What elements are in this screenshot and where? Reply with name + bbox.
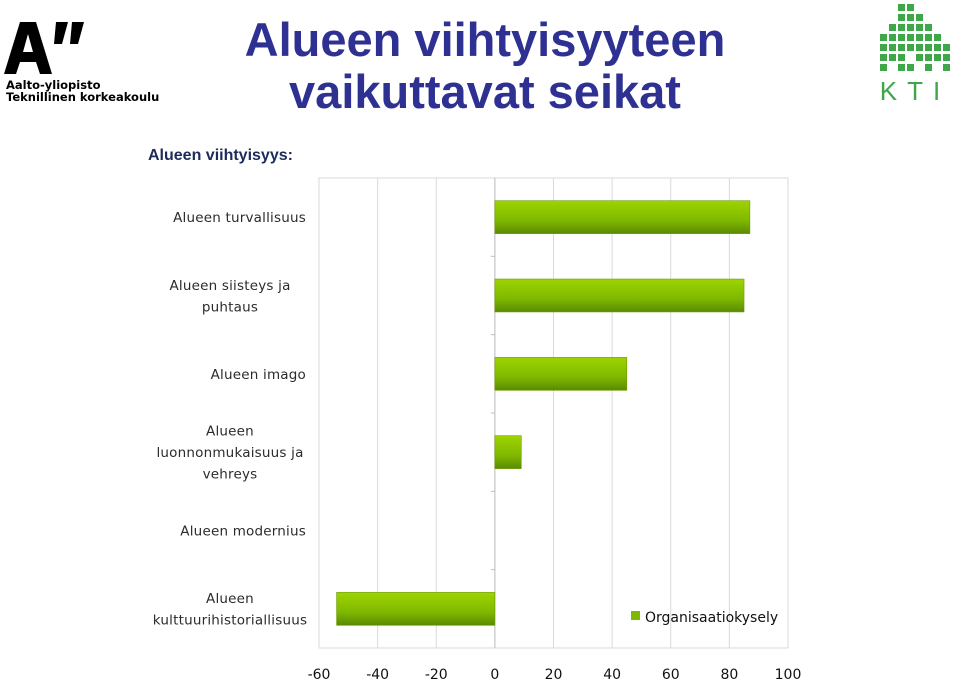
x-tick-label: 60 [662, 667, 680, 682]
title-line-2: vaikuttavat seikat [289, 65, 681, 118]
x-tick-label: -20 [425, 667, 448, 682]
x-tick-label: 0 [490, 667, 499, 682]
category-label: Alueen [206, 591, 254, 607]
aalto-a-mark-icon [4, 22, 84, 74]
bar [494, 435, 522, 469]
x-tick-label: -40 [366, 667, 389, 682]
kti-logo: KTI [880, 4, 950, 104]
aalto-school: Teknillinen korkeakoulu [6, 90, 160, 104]
chart-bars [336, 200, 751, 626]
page-title: Alueen viihtyisyyteen vaikuttavat seikat [190, 14, 780, 118]
category-label: Alueen modernius [180, 524, 306, 540]
chart-legend: Organisaatiokysely [631, 610, 778, 626]
category-label: kulttuurihistoriallisuus [153, 613, 307, 629]
chart-subtitle: Alueen viihtyisyys: [148, 147, 293, 164]
x-tick-label: -60 [308, 667, 331, 682]
x-axis-ticks: -60 -40 -20 0 20 40 60 80 100 [308, 667, 802, 682]
category-labels: Alueen turvallisuus Alueen siisteys ja puh… [153, 210, 307, 628]
bar [336, 592, 496, 626]
x-tick-label: 80 [720, 667, 738, 682]
category-label: puhtaus [202, 299, 258, 315]
category-label: vehreys [203, 467, 258, 483]
bar [494, 278, 745, 313]
aalto-wordmark: Aalto-yliopisto Teknillinen korkeakoulu [6, 79, 159, 103]
category-label: Alueen siisteys ja [169, 278, 290, 294]
category-label: luonnonmukaisuus ja [156, 445, 303, 461]
x-tick-label: 100 [775, 667, 802, 682]
bar [494, 200, 751, 234]
legend-label: Organisaatiokysely [645, 610, 778, 626]
category-label: Alueen [206, 424, 254, 440]
x-tick-label: 40 [603, 667, 621, 682]
legend-swatch [631, 611, 640, 620]
category-label: Alueen turvallisuus [173, 210, 306, 226]
category-label: Alueen imago [211, 367, 306, 383]
aalto-logo: Aalto-yliopisto Teknillinen korkeakoulu [4, 20, 159, 106]
chart-grid [318, 177, 789, 649]
aalto-name: Aalto-yliopisto [6, 78, 101, 92]
kti-wordmark: KTI [880, 76, 950, 104]
title-line-1: Alueen viihtyisyyteen [244, 13, 726, 66]
bar [494, 357, 628, 391]
x-tick-label: 20 [545, 667, 563, 682]
